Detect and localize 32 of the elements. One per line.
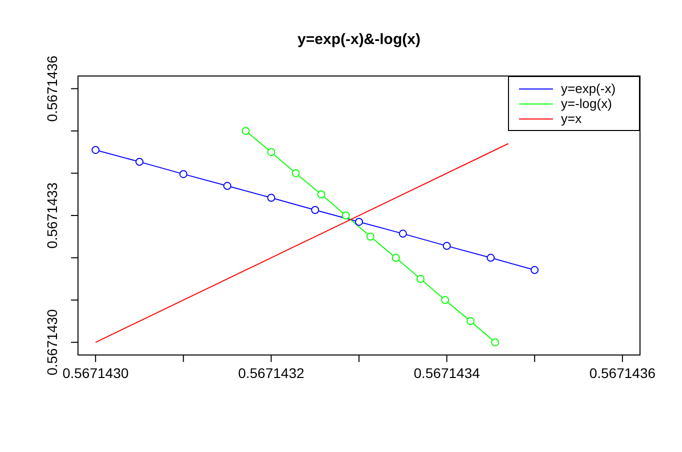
point: [317, 190, 326, 198]
legend-label: y=-log(x): [561, 96, 612, 111]
legend-label: y=exp(-x): [561, 81, 616, 96]
x-tick-label: 0.5671436: [589, 365, 656, 381]
point: [486, 254, 495, 262]
point: [466, 317, 475, 326]
point: [242, 126, 250, 135]
point: [392, 254, 400, 262]
point: [530, 266, 539, 274]
point: [311, 206, 320, 214]
point: [92, 146, 100, 154]
point: [179, 170, 188, 178]
x-tick-label: 0.5671430: [62, 365, 129, 381]
x-tick-label: 0.5671434: [414, 365, 480, 381]
point: [416, 274, 424, 283]
point: [491, 338, 500, 346]
y-tick-label: 0.5671436: [44, 55, 60, 122]
point: [267, 148, 276, 156]
point: [223, 182, 232, 190]
chart-title: y=exp(-x)&-log(x): [296, 31, 422, 48]
point: [355, 218, 363, 226]
point: [441, 296, 450, 304]
y-tick-label: 0.5671433: [44, 182, 60, 249]
point: [292, 169, 300, 178]
x-tick-label: 0.5671432: [238, 365, 304, 381]
point: [342, 212, 350, 220]
point: [366, 232, 374, 241]
point: [267, 194, 276, 202]
point: [398, 230, 407, 238]
point: [442, 242, 451, 250]
legend-label: y=x: [561, 111, 582, 126]
point: [135, 158, 144, 166]
